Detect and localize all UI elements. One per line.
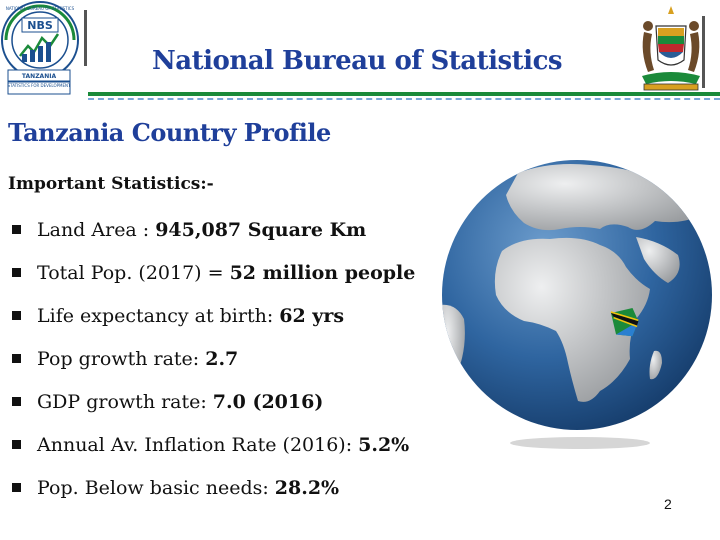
header-title: National Bureau of Statistics bbox=[152, 46, 563, 76]
nbs-logo-motto: STATISTICS FOR DEVELOPMENT bbox=[8, 83, 71, 88]
nbs-logo-icon: NBS TANZANIA STATISTICS FOR DEVELOPMENT … bbox=[0, 0, 92, 96]
slide-title: Tanzania Country Profile bbox=[8, 118, 331, 147]
stat-inflation: Annual Av. Inflation Rate (2016): 5.2% bbox=[8, 423, 415, 466]
stat-land-area: Land Area : 945,087 Square Km bbox=[8, 208, 415, 251]
globe-africa-icon bbox=[440, 155, 715, 450]
stat-label: Land Area : bbox=[37, 218, 150, 241]
bullet-icon bbox=[12, 397, 21, 406]
stat-value: 5.2% bbox=[358, 433, 410, 456]
stat-label: Life expectancy at birth: bbox=[37, 304, 274, 327]
nbs-logo-country: TANZANIA bbox=[22, 73, 57, 80]
stat-basic-needs: Pop. Below basic needs: 28.2% bbox=[8, 466, 415, 509]
stat-value: 945,087 Square Km bbox=[155, 218, 367, 241]
bullet-icon bbox=[12, 225, 21, 234]
stat-value: 7.0 (2016) bbox=[212, 390, 324, 413]
header-divider-dashed bbox=[88, 98, 720, 100]
nbs-logo-abbr: NBS bbox=[27, 19, 53, 32]
stat-value: 62 yrs bbox=[279, 304, 345, 327]
stat-pop-growth: Pop growth rate: 2.7 bbox=[8, 337, 415, 380]
nbs-logo-ring-text: NATIONAL BUREAU OF STATISTICS bbox=[6, 6, 75, 11]
tanzania-coat-of-arms-icon bbox=[634, 2, 708, 96]
bullet-icon bbox=[12, 440, 21, 449]
stat-label: Annual Av. Inflation Rate (2016): bbox=[37, 433, 353, 456]
page-number: 2 bbox=[664, 496, 672, 512]
stat-label: Pop. Below basic needs: bbox=[37, 476, 269, 499]
header-divider-solid bbox=[88, 92, 720, 96]
section-label: Important Statistics:- bbox=[8, 174, 214, 194]
stat-label: Pop growth rate: bbox=[37, 347, 200, 370]
stat-label: GDP growth rate: bbox=[37, 390, 207, 413]
bullet-icon bbox=[12, 354, 21, 363]
bullet-icon bbox=[12, 268, 21, 277]
stat-value: 52 million people bbox=[229, 261, 416, 284]
stat-label: Total Pop. (2017) = bbox=[37, 261, 224, 284]
bullet-icon bbox=[12, 483, 21, 492]
stat-life-expectancy: Life expectancy at birth: 62 yrs bbox=[8, 294, 415, 337]
stat-total-population: Total Pop. (2017) = 52 million people bbox=[8, 251, 415, 294]
bullet-icon bbox=[12, 311, 21, 320]
stats-list: Land Area : 945,087 Square Km Total Pop.… bbox=[8, 208, 415, 509]
stat-gdp-growth: GDP growth rate: 7.0 (2016) bbox=[8, 380, 415, 423]
stat-value: 28.2% bbox=[274, 476, 340, 499]
stat-value: 2.7 bbox=[205, 347, 239, 370]
